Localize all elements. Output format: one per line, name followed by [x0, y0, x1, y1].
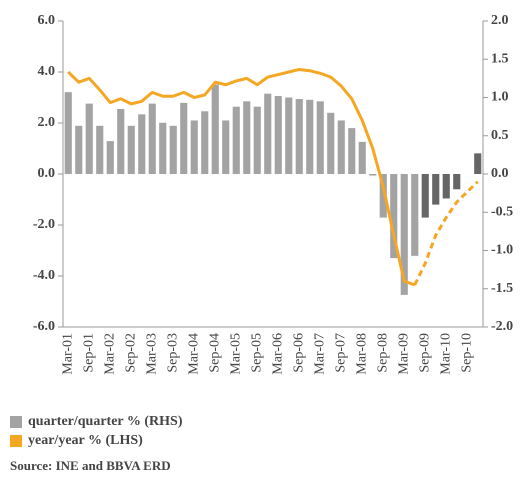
x-tick-label: Mar-08 — [354, 333, 369, 375]
bar — [285, 97, 293, 174]
y-tick-label: -6.0 — [33, 319, 55, 334]
bar — [138, 114, 146, 174]
y-tick-label: 6.0 — [38, 13, 56, 28]
y-tick-label: 0.0 — [38, 166, 56, 181]
bar — [222, 120, 230, 174]
bar — [400, 174, 408, 295]
bar — [159, 122, 167, 174]
bar — [421, 174, 429, 218]
bar — [337, 120, 345, 174]
bar — [295, 99, 303, 174]
x-tick-label: Mar-03 — [144, 333, 159, 375]
bar — [474, 153, 482, 174]
x-tick-label: Mar-09 — [396, 333, 411, 375]
x-tick-label: Sep-04 — [207, 333, 222, 373]
bar — [148, 103, 156, 174]
source: Source: INE and BBVA ERD — [10, 458, 171, 473]
bar — [96, 125, 104, 174]
bar — [316, 101, 324, 174]
bar — [348, 128, 356, 174]
y2-tick-label: -1.5 — [491, 281, 513, 296]
y2-tick-label: 1.5 — [491, 51, 509, 66]
legend-swatch — [10, 435, 22, 447]
x-tick-label: Mar-01 — [60, 333, 75, 375]
x-tick-label: Sep-10 — [459, 333, 474, 373]
x-tick-label: Mar-06 — [270, 333, 285, 375]
x-tick-label: Sep-09 — [417, 333, 432, 373]
bar — [411, 174, 419, 256]
line — [67, 67, 416, 287]
bar — [85, 103, 93, 174]
x-tick-label: Sep-01 — [81, 333, 96, 373]
bar — [201, 111, 209, 174]
bar — [379, 174, 387, 218]
x-tick-label: Sep-05 — [249, 333, 264, 373]
bar — [358, 141, 366, 174]
bar — [64, 92, 72, 174]
y2-tick-label: 2.0 — [491, 13, 509, 28]
bar — [327, 112, 335, 174]
y2-tick-label: -1.0 — [491, 243, 513, 258]
bar — [306, 99, 314, 174]
bar — [243, 101, 251, 174]
bar — [75, 125, 83, 174]
bar — [253, 106, 261, 174]
x-tick-label: Mar-02 — [102, 333, 117, 375]
bar — [106, 141, 114, 174]
bar — [180, 102, 188, 174]
y2-tick-label: -0.5 — [491, 204, 513, 219]
legend-swatch — [10, 416, 22, 428]
y-tick-label: 2.0 — [38, 115, 56, 130]
x-tick-label: Sep-08 — [375, 333, 390, 373]
x-tick-label: Sep-06 — [291, 333, 306, 373]
bar — [169, 125, 177, 174]
bar — [117, 108, 125, 174]
legend-label: quarter/quarter % (RHS) — [28, 414, 183, 429]
x-tick-label: Sep-02 — [123, 333, 138, 373]
x-tick-label: Mar-04 — [186, 333, 201, 375]
bar — [369, 174, 377, 176]
y2-tick-label: 1.0 — [491, 90, 509, 105]
y-tick-label: -4.0 — [33, 268, 55, 283]
y-tick-label: -2.0 — [33, 217, 55, 232]
x-tick-label: Sep-07 — [333, 333, 348, 373]
x-tick-label: Mar-07 — [312, 333, 327, 375]
y-tick-label: 4.0 — [38, 64, 56, 79]
x-tick-label: Sep-03 — [165, 333, 180, 373]
x-tick-label: Mar-10 — [438, 333, 453, 375]
bar — [432, 174, 440, 205]
y2-tick-label: 0.5 — [491, 128, 509, 143]
bar — [264, 93, 272, 174]
bar — [453, 174, 461, 190]
legend-label: year/year % (LHS) — [28, 433, 143, 448]
y2-tick-label: 0.0 — [491, 166, 509, 181]
bar — [274, 95, 282, 174]
x-tick-label: Mar-05 — [228, 333, 243, 375]
bar — [232, 106, 240, 174]
bar — [390, 174, 398, 259]
y2-tick-label: -2.0 — [491, 319, 513, 334]
bar — [442, 174, 450, 199]
line — [413, 180, 479, 286]
bar — [211, 84, 219, 174]
bar — [190, 120, 198, 174]
bar — [127, 125, 135, 174]
